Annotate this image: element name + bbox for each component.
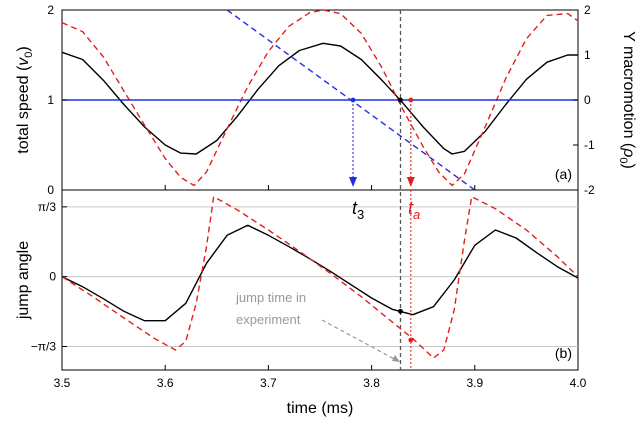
y-axis-title-right-a-symbol: ρ bbox=[620, 147, 637, 157]
annotation-ta: ta bbox=[408, 198, 420, 222]
marker-a-1 bbox=[398, 97, 403, 103]
annotation-jump-time: jump time in experiment bbox=[235, 290, 310, 327]
annotation-t3: t3 bbox=[352, 198, 364, 222]
tick-label-x: 3.7 bbox=[260, 376, 277, 390]
y-axis-title-left-a-symbol: v bbox=[15, 57, 32, 66]
x-axis-title: time (ms) bbox=[287, 400, 354, 417]
tick-label-right-a: 2 bbox=[584, 3, 591, 17]
annotation-ta-subscript: a bbox=[413, 207, 420, 222]
series-a-0 bbox=[61, 42, 578, 155]
tick-label-right-a: -2 bbox=[584, 183, 595, 197]
marker-a-0 bbox=[350, 97, 356, 103]
series-b-1 bbox=[61, 195, 579, 359]
annotation-jump-time-line2: experiment bbox=[236, 312, 301, 327]
tick-label-x: 3.9 bbox=[466, 376, 483, 390]
panel-b-frame bbox=[61, 189, 579, 371]
y-axis-title-left-a-part1: total speed ( bbox=[15, 65, 32, 154]
series-a-1 bbox=[61, 9, 579, 187]
tick-label-x: 4.0 bbox=[570, 376, 587, 390]
tick-label-right-a: 1 bbox=[584, 48, 591, 62]
y-axis-title-left-a-subscript: 0 bbox=[23, 52, 35, 58]
annotation-jump-time-arrowhead bbox=[392, 355, 400, 362]
annotation-t3-letter: t bbox=[352, 198, 358, 218]
tick-label-x: 3.6 bbox=[157, 376, 174, 390]
series-b-0 bbox=[61, 224, 579, 322]
annotation-jump-time-line1: jump time in bbox=[235, 290, 306, 305]
y-axis-title-b: jump angle bbox=[15, 241, 32, 320]
tick-label-left-a: 1 bbox=[47, 93, 54, 107]
annotation-t3-subscript: 3 bbox=[357, 207, 364, 222]
panel-label-b: (b) bbox=[555, 345, 572, 361]
tick-label-left-b: π/3 bbox=[38, 200, 57, 214]
tick-label-left-a: 2 bbox=[47, 3, 54, 17]
marker-b-1 bbox=[408, 337, 414, 343]
y-axis-title-right-a-part2: ) bbox=[620, 164, 637, 169]
tick-label-right-a: 0 bbox=[584, 93, 591, 107]
annotation-ta-letter: t bbox=[408, 198, 414, 218]
y-axis-title-left-a-part2: ) bbox=[15, 46, 32, 51]
y-axis-title-right-a-subscript: 0 bbox=[617, 157, 629, 163]
y-axis-title-left-a: total speed (v0) bbox=[15, 46, 35, 154]
marker-a-2 bbox=[408, 97, 414, 103]
panel-label-a: (a) bbox=[555, 166, 572, 182]
marker-b-0 bbox=[398, 308, 403, 314]
arrow-ta-head bbox=[406, 177, 415, 187]
annotation-jump-time-arrow bbox=[321, 319, 399, 362]
tick-label-right-a: -1 bbox=[584, 138, 595, 152]
tick-label-x: 3.5 bbox=[54, 376, 71, 390]
tick-label-left-b: −π/3 bbox=[31, 339, 57, 353]
arrow-t3-head bbox=[349, 177, 358, 187]
y-axis-title-right-a-part1: Y macromotion ( bbox=[620, 31, 637, 149]
tick-label-x: 3.8 bbox=[363, 376, 380, 390]
tick-label-left-a: 0 bbox=[47, 183, 54, 197]
tick-label-left-b: 0 bbox=[49, 270, 56, 284]
y-axis-title-right-a: Y macromotion (ρ0) bbox=[617, 31, 637, 169]
